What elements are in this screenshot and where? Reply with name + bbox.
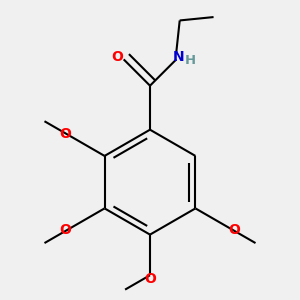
Text: O: O xyxy=(59,223,71,237)
Text: O: O xyxy=(59,127,71,141)
Text: O: O xyxy=(229,223,241,237)
Text: N: N xyxy=(173,50,185,64)
Text: O: O xyxy=(144,272,156,286)
Text: O: O xyxy=(112,50,124,64)
Text: H: H xyxy=(185,54,196,67)
